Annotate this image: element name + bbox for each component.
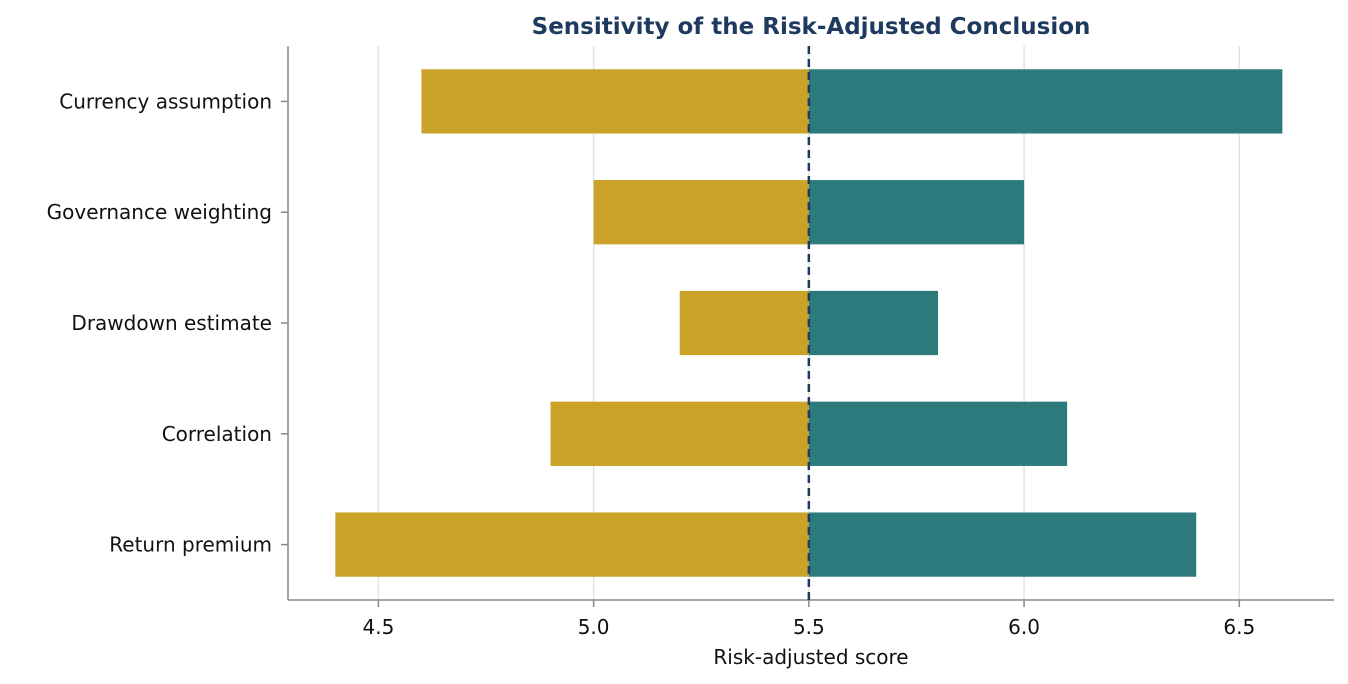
y-tick-label: Currency assumption	[59, 89, 272, 113]
x-tick-label: 6.0	[1008, 615, 1040, 639]
chart-title: Sensitivity of the Risk-Adjusted Conclus…	[532, 14, 1091, 40]
bars	[335, 69, 1283, 577]
x-tick-label: 5.0	[578, 615, 610, 639]
y-tick-label: Governance weighting	[47, 200, 272, 224]
ticks: 4.5 5.0 5.5 6.0 6.5 Currency assumption Govern…	[47, 89, 1256, 639]
high-bar	[808, 290, 938, 356]
x-axis-label: Risk-adjusted score	[713, 645, 908, 669]
high-bar	[808, 69, 1283, 134]
y-tick-label: Drawdown estimate	[71, 311, 272, 335]
high-bar	[808, 180, 1025, 245]
y-tick-label: Return premium	[109, 533, 272, 557]
x-tick-label: 4.5	[362, 615, 394, 639]
high-bar	[808, 401, 1068, 466]
high-bar	[808, 512, 1197, 577]
low-bar	[593, 180, 809, 245]
low-bar	[679, 290, 809, 356]
low-bar	[550, 401, 809, 466]
x-tick-label: 5.5	[793, 615, 825, 639]
low-bar	[335, 512, 809, 577]
x-tick-label: 6.5	[1223, 615, 1255, 639]
low-bar	[421, 69, 809, 134]
y-tick-label: Correlation	[162, 422, 272, 446]
